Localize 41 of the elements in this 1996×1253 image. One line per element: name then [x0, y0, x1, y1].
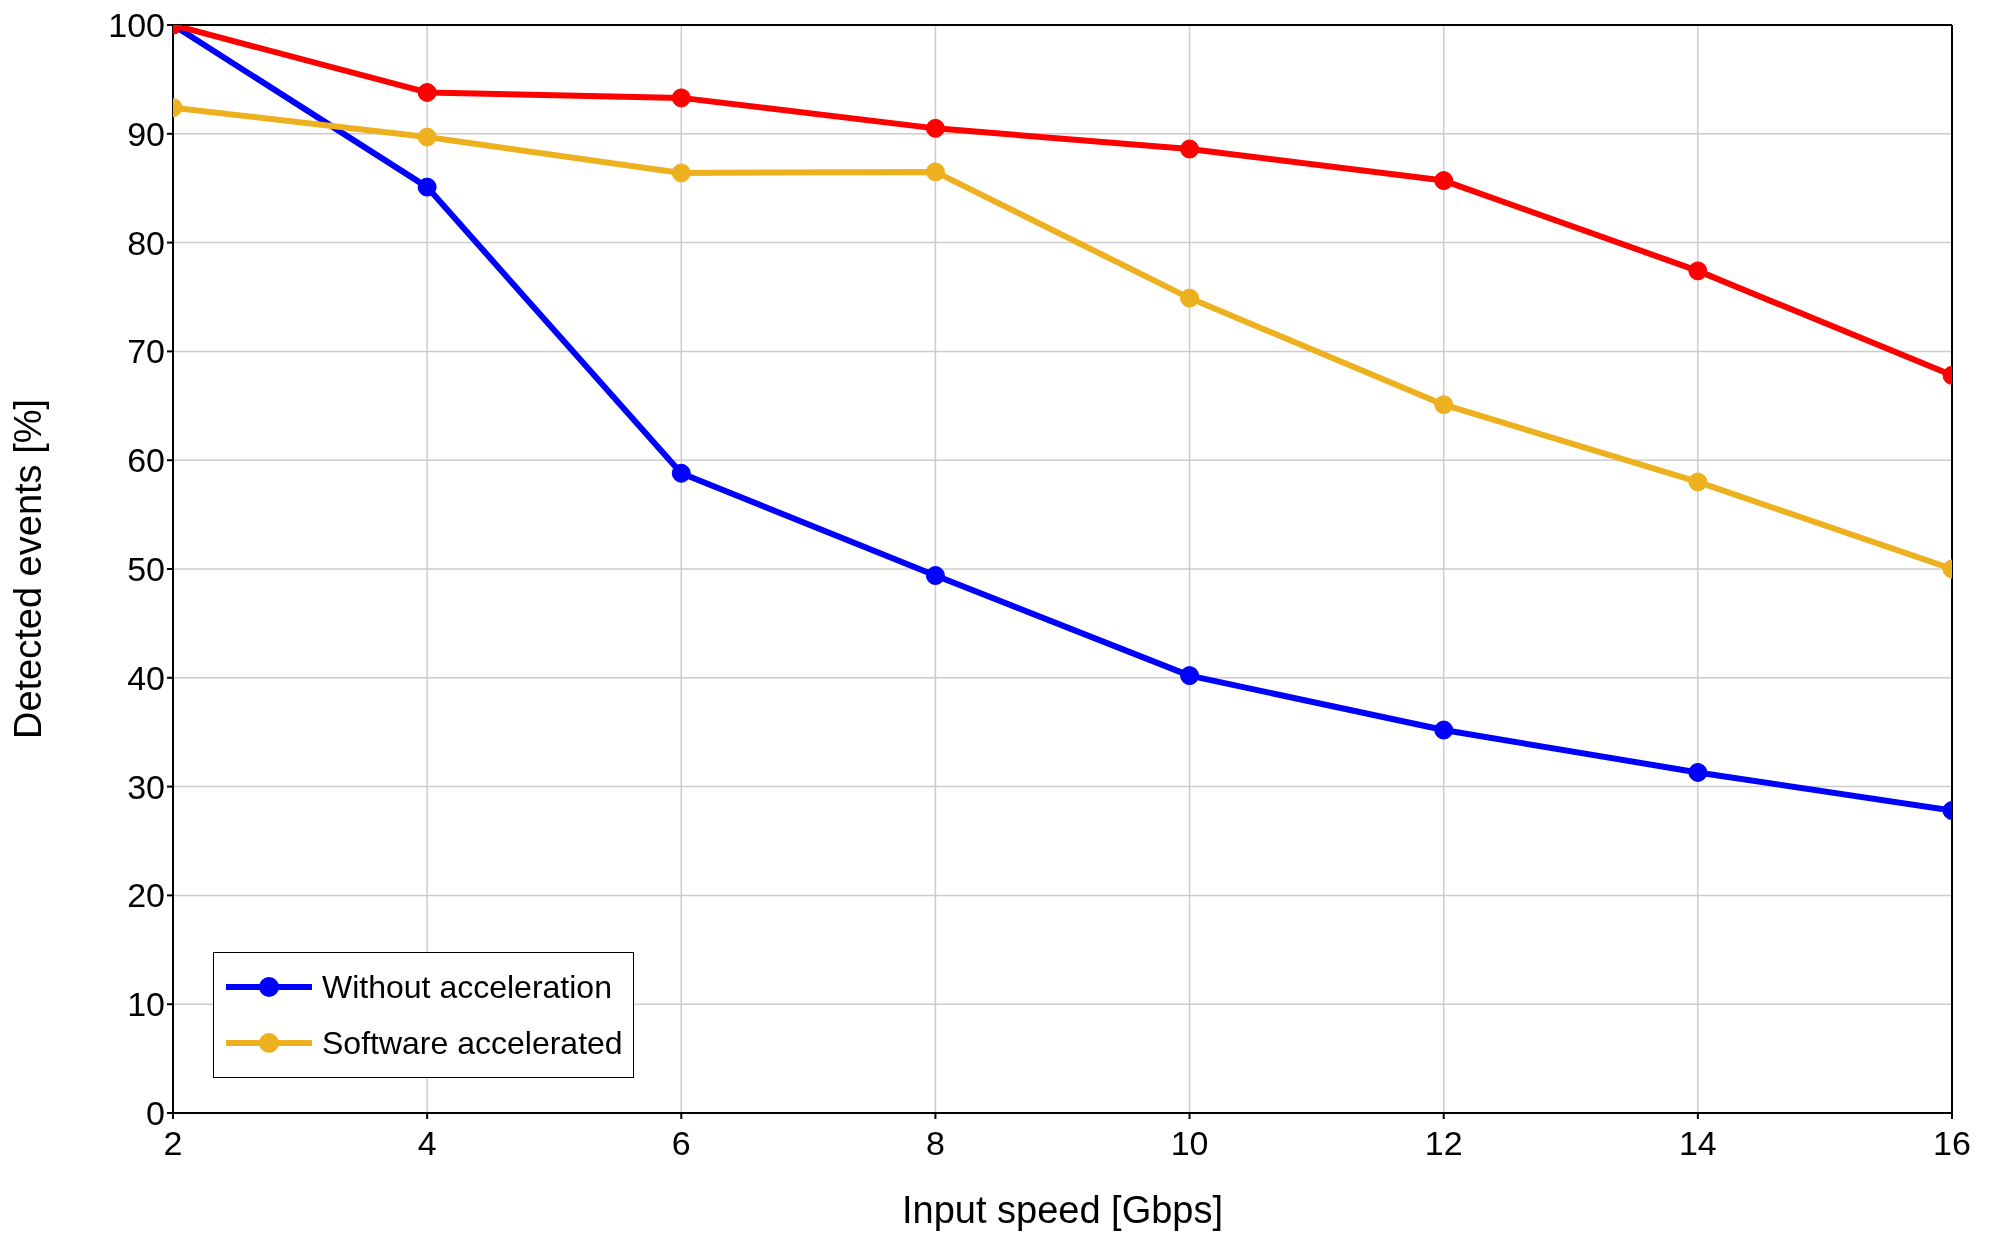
point — [1688, 472, 1708, 492]
point — [925, 566, 945, 586]
y-axis-title: Detected events [%] — [7, 398, 50, 740]
x-tick-label: 14 — [1678, 1124, 1717, 1163]
x-tick-label: 10 — [1170, 1124, 1209, 1163]
y-tick-label: 30 — [127, 767, 165, 806]
y-tick-label: 20 — [127, 876, 165, 915]
legend-label: Software accelerated — [322, 1024, 623, 1062]
point — [1180, 139, 1200, 159]
y-tick-label: 50 — [127, 550, 165, 589]
x-axis-title: Input speed [Gbps] — [901, 1189, 1224, 1231]
point — [1434, 720, 1454, 740]
point — [925, 118, 945, 138]
x-tick-label: 16 — [1933, 1124, 1971, 1163]
x-tick-label: 12 — [1424, 1124, 1463, 1163]
point — [671, 463, 691, 483]
y-tick-label: 10 — [127, 985, 165, 1024]
point — [1180, 288, 1200, 308]
y-tick-label: 100 — [108, 6, 165, 45]
point — [1688, 261, 1708, 281]
point — [1180, 666, 1200, 686]
y-tick-label: 60 — [127, 441, 165, 480]
point — [417, 127, 437, 147]
x-tick-label: 6 — [671, 1124, 691, 1163]
x-tick-label: 2 — [163, 1124, 183, 1163]
x-tick-label: 8 — [925, 1124, 945, 1163]
y-tick-label: 0 — [146, 1094, 165, 1133]
y-tick-label: 70 — [127, 332, 165, 371]
point — [925, 162, 945, 182]
y-tick-label: 40 — [127, 658, 165, 697]
point — [417, 82, 437, 102]
legend-label: Without acceleration — [322, 968, 612, 1006]
x-tick-label: 4 — [417, 1124, 437, 1163]
point — [671, 163, 691, 183]
y-tick-label: 80 — [127, 223, 165, 262]
point — [417, 177, 437, 197]
point — [1688, 762, 1708, 782]
point — [671, 88, 691, 108]
y-tick-label: 90 — [127, 114, 165, 153]
point — [1434, 395, 1454, 415]
point — [1434, 171, 1454, 191]
